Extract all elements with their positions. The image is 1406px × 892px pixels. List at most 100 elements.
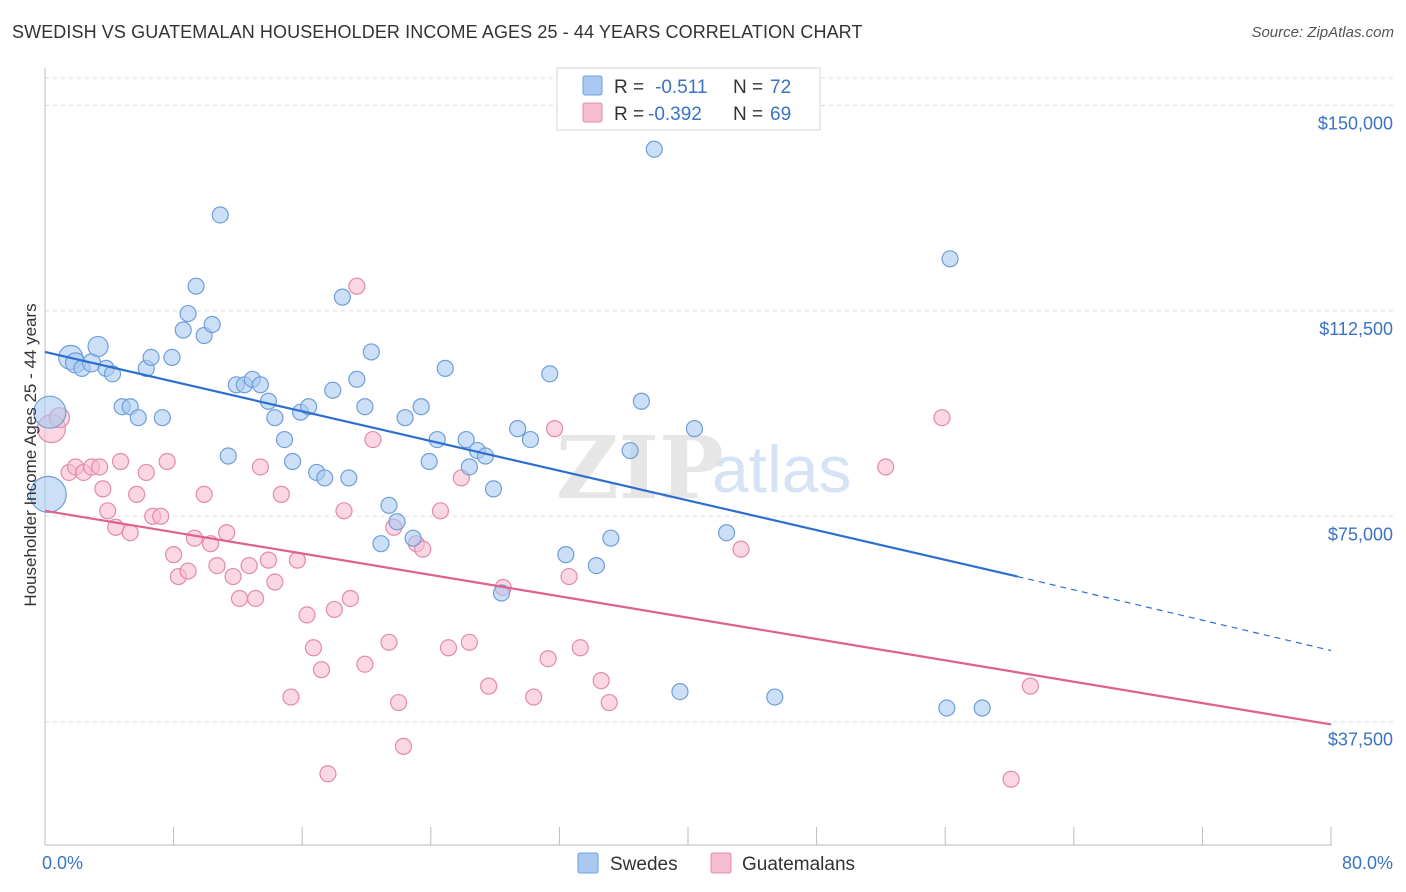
legend-swatch-swedes: [582, 75, 603, 96]
axes: [44, 68, 1332, 846]
series-guatemalans-points: [36, 277, 1039, 788]
point-swedes-34: [316, 469, 334, 487]
point-swedes-56: [509, 420, 527, 438]
point-swedes-64: [645, 140, 663, 158]
point-swedes-26: [251, 376, 270, 394]
point-guatemalans-64: [732, 540, 750, 558]
y-tick-label-2: $112,500: [1319, 319, 1393, 339]
point-swedes-35: [324, 381, 342, 399]
point-swedes-40: [362, 343, 380, 361]
trend-line-swedes-extrapolated: [1017, 575, 1332, 652]
source-credit: Source: ZipAtlas.com: [1251, 24, 1394, 41]
point-guatemalans-67: [1002, 770, 1020, 788]
point-swedes-13: [142, 348, 160, 367]
point-guatemalans-13: [137, 463, 155, 482]
y-tick-label-1: $75,000: [1328, 524, 1393, 544]
point-swedes-11: [129, 409, 147, 427]
point-swedes-45: [404, 529, 422, 547]
point-swedes-68: [766, 688, 784, 706]
point-swedes-63: [632, 392, 650, 410]
point-guatemalans-57: [525, 688, 543, 706]
point-guatemalans-29: [251, 458, 270, 476]
point-guatemalans-45: [380, 633, 398, 651]
point-swedes-71: [973, 699, 991, 717]
point-guatemalans-21: [195, 485, 213, 503]
point-swedes-36: [333, 288, 351, 306]
point-swedes-62: [621, 441, 639, 460]
point-swedes-8: [103, 365, 122, 383]
point-guatemalans-47: [390, 693, 408, 712]
point-guatemalans-50: [414, 540, 432, 558]
point-swedes-50: [457, 430, 475, 449]
point-swedes-38: [348, 370, 366, 388]
bottom-legend: Swedes Guatemalans: [577, 852, 855, 875]
x-max-label: 80.0%: [1342, 853, 1393, 873]
point-guatemalans-52: [439, 639, 458, 657]
y-axis-title: Householder Income Ages 25 - 44 years: [21, 303, 40, 606]
point-guatemalans-55: [480, 677, 498, 695]
bottom-legend-label-guatemalans: Guatemalans: [742, 854, 855, 875]
point-guatemalans-39: [325, 600, 343, 619]
point-guatemalans-23: [208, 556, 226, 575]
point-guatemalans-32: [272, 485, 290, 503]
point-swedes-43: [388, 513, 406, 531]
point-swedes-41: [372, 535, 390, 553]
point-swedes-58: [541, 365, 559, 383]
point-guatemalans-17: [165, 546, 183, 564]
point-guatemalans-33: [282, 688, 300, 706]
point-swedes-65: [671, 682, 689, 701]
point-guatemalans-65: [877, 458, 895, 476]
point-swedes-30: [283, 452, 302, 471]
grid-lines: [45, 77, 1396, 723]
point-guatemalans-20: [185, 529, 204, 547]
point-swedes-44: [396, 409, 414, 427]
point-guatemalans-38: [319, 765, 337, 783]
point-swedes-20: [203, 315, 221, 334]
bottom-legend-swatch-swedes: [577, 852, 599, 874]
point-guatemalans-28: [246, 589, 265, 608]
point-guatemalans-31: [266, 573, 284, 591]
point-swedes-14: [153, 409, 171, 427]
top-legend: R = -0.511 N = 72 R = -0.392 N = 69: [556, 67, 821, 131]
point-guatemalans-37: [312, 661, 331, 679]
point-swedes-37: [340, 469, 358, 487]
point-swedes-66: [685, 420, 704, 438]
point-swedes-67: [717, 524, 736, 542]
point-swedes-49: [436, 359, 454, 377]
point-swedes-16: [174, 321, 192, 339]
point-swedes-29: [275, 430, 294, 449]
point-swedes-57: [521, 430, 540, 449]
legend-n-value-swedes: 72: [770, 77, 791, 98]
point-swedes-39: [356, 398, 374, 416]
trend-line-guatemalans: [44, 509, 1332, 726]
series-swedes-points: [29, 140, 991, 717]
point-swedes-6: [87, 335, 109, 358]
point-guatemalans-59: [545, 420, 564, 438]
point-guatemalans-54: [460, 633, 478, 651]
legend-r-value-guatemalans: -0.392: [648, 104, 702, 125]
point-guatemalans-43: [356, 655, 374, 673]
legend-n-value-guatemalans: 69: [770, 104, 791, 125]
point-guatemalans-36: [304, 639, 323, 657]
point-guatemalans-62: [592, 672, 610, 690]
point-guatemalans-40: [335, 502, 353, 520]
point-guatemalans-19: [179, 562, 197, 580]
point-guatemalans-30: [259, 551, 278, 569]
point-swedes-70: [938, 699, 956, 717]
point-swedes-61: [602, 529, 620, 547]
bottom-legend-label-swedes: Swedes: [610, 854, 678, 875]
bottom-legend-swatch-guatemalans: [710, 852, 732, 874]
legend-r-label-swedes: R =: [614, 77, 644, 98]
watermark-atlas: atlas: [712, 432, 851, 506]
point-swedes-15: [163, 348, 181, 367]
chart-title: SWEDISH VS GUATEMALAN HOUSEHOLDER INCOME…: [12, 22, 863, 42]
point-guatemalans-7: [94, 480, 112, 498]
point-swedes-54: [484, 480, 503, 498]
point-guatemalans-51: [431, 502, 450, 520]
point-swedes-22: [219, 447, 237, 465]
trend-lines: [44, 350, 1332, 726]
point-swedes-48: [428, 430, 446, 449]
legend-r-label-guatemalans: R =: [614, 104, 644, 125]
point-guatemalans-60: [560, 567, 578, 586]
